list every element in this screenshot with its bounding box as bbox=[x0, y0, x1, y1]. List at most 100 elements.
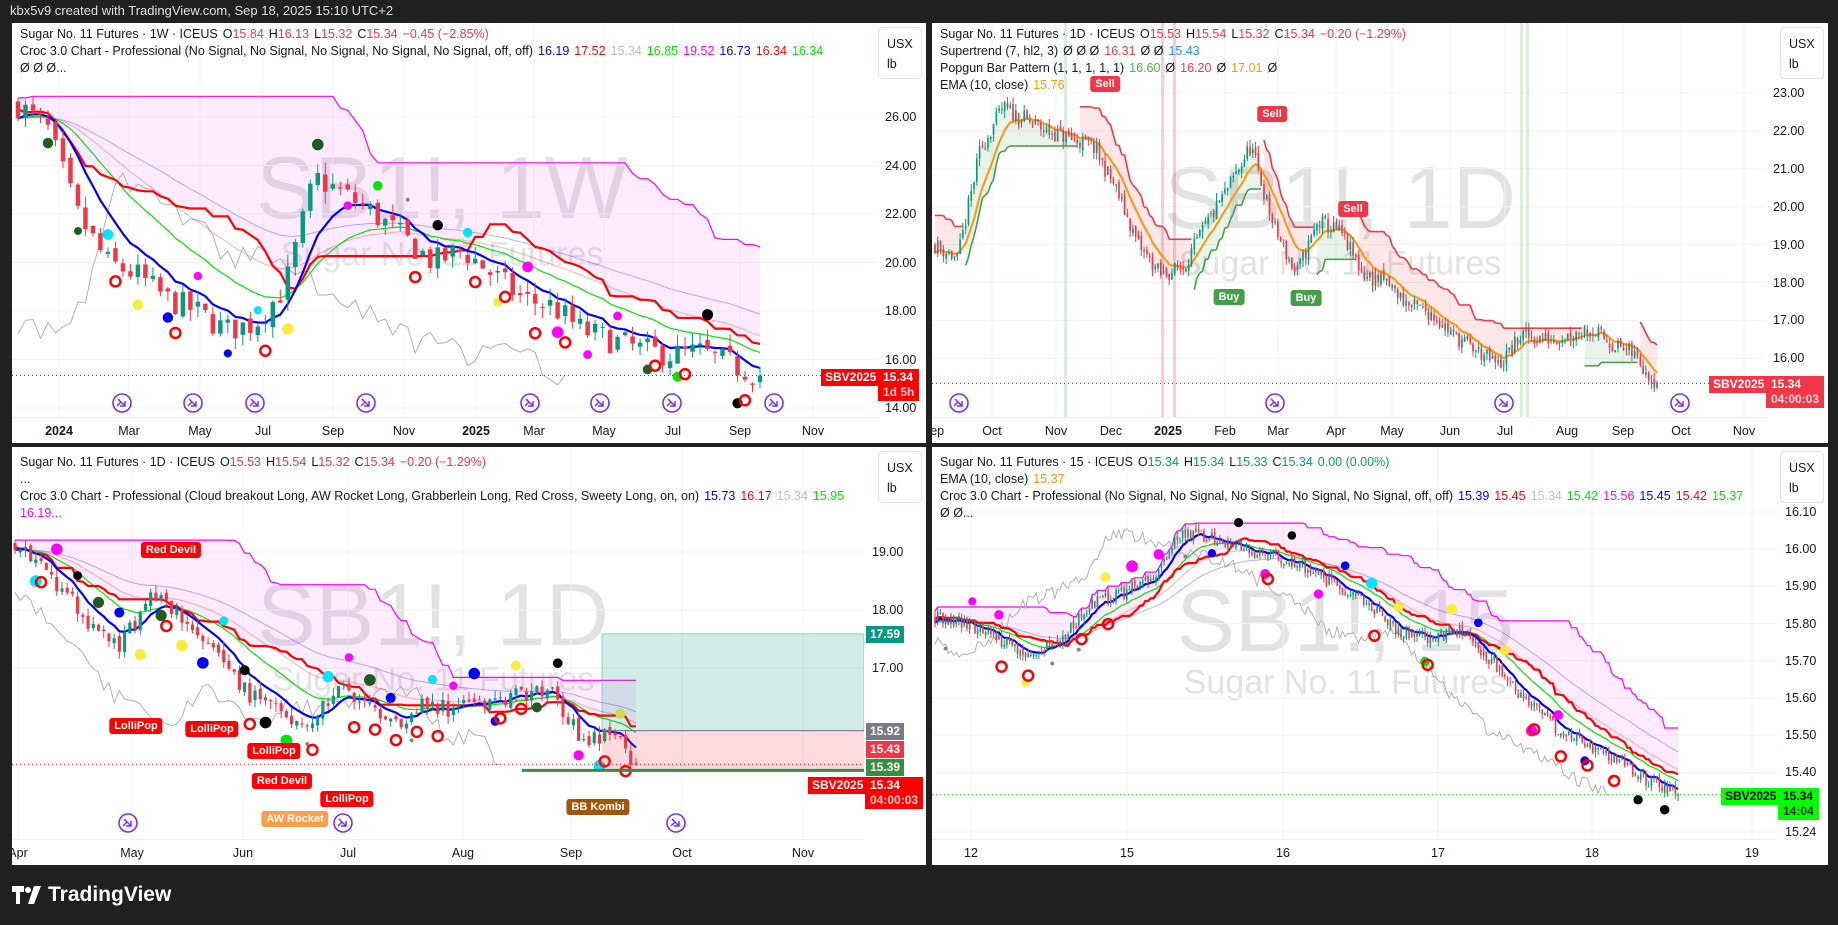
indicator-legend[interactable]: Croc 3.0 Chart - Professional (Cloud bre… bbox=[20, 488, 868, 522]
symbol-legend[interactable]: Sugar No. 11 Futures · 1W · ICEUS O15.84 H… bbox=[20, 26, 868, 43]
candle bbox=[1022, 644, 1024, 661]
candle bbox=[331, 687, 335, 709]
candle bbox=[1544, 712, 1546, 716]
candle bbox=[1296, 564, 1298, 572]
time-tick-label: Sep bbox=[559, 846, 583, 860]
signal-label[interactable]: BB Kombi bbox=[566, 799, 630, 815]
event-arrow-icon[interactable] bbox=[590, 393, 610, 413]
indicator-legend[interactable]: EMA (10, close) 15.37 bbox=[940, 471, 1770, 488]
candle bbox=[974, 619, 976, 634]
currency-unit-selector[interactable]: USX lb bbox=[1780, 27, 1824, 79]
event-arrow-icon[interactable] bbox=[1265, 393, 1285, 413]
time-tick-label: 16 bbox=[1276, 846, 1290, 860]
candle bbox=[577, 310, 583, 329]
signal-label[interactable]: Sell bbox=[1338, 201, 1368, 217]
candle bbox=[1073, 131, 1076, 143]
event-arrow-icon[interactable] bbox=[112, 393, 132, 413]
event-arrow-icon[interactable] bbox=[1494, 393, 1514, 413]
signal-label[interactable]: Buy bbox=[1213, 289, 1245, 305]
candle bbox=[1575, 330, 1577, 347]
legend-value: 15.42 bbox=[1675, 489, 1707, 503]
signal-label[interactable]: AW Rocket bbox=[261, 811, 329, 827]
event-arrow-icon[interactable] bbox=[764, 393, 784, 413]
signal-label[interactable]: LolliPop bbox=[320, 791, 374, 807]
currency-unit-selector[interactable]: USX lb bbox=[878, 27, 922, 79]
price-chart-canvas[interactable] bbox=[12, 23, 877, 417]
croc-cloud bbox=[15, 540, 636, 727]
indicator-legend[interactable]: ... bbox=[20, 471, 868, 488]
currency-unit-selector[interactable]: USX lb bbox=[1780, 451, 1824, 503]
event-arrow-icon[interactable] bbox=[1670, 393, 1690, 413]
signal-label[interactable]: LolliPop bbox=[185, 721, 239, 737]
event-arrow-icon[interactable] bbox=[245, 393, 265, 413]
legend-container: Sugar No. 11 Futures · 15 · ICEUS O15.34 H… bbox=[940, 454, 1770, 522]
chart-panel-daily-supertrend[interactable]: SB1!, 1D Sugar No. 11 Futures Sell Sell Sell… bbox=[932, 23, 1828, 443]
supertrend-fill bbox=[1456, 299, 1460, 342]
time-tick-label: Nov bbox=[1732, 424, 1756, 438]
candle bbox=[1072, 616, 1075, 634]
signal-ring bbox=[1554, 750, 1568, 763]
indicator-legend[interactable]: EMA (10, close) 15.76 bbox=[940, 77, 1770, 94]
indicator-legend[interactable]: Popgun Bar Pattern (1, 1, 1, 1, 1) 16.60 Ø… bbox=[940, 60, 1770, 77]
time-scale[interactable]: Sep Oct Nov Dec 2025 Feb Mar Apr May Jun Jul Aug Sep… bbox=[932, 417, 1765, 443]
indicator-legend[interactable]: Croc 3.0 Chart - Professional (No Signal… bbox=[20, 43, 868, 77]
candle bbox=[1410, 628, 1413, 638]
event-arrow-icon[interactable] bbox=[662, 393, 682, 413]
candle bbox=[936, 606, 939, 626]
event-arrow-icon[interactable] bbox=[333, 813, 353, 833]
signal-label[interactable]: Red Devil bbox=[140, 542, 202, 558]
currency-unit-selector[interactable]: USX lb bbox=[878, 451, 922, 503]
legend-value: 19.52 bbox=[683, 44, 715, 58]
candle bbox=[1677, 792, 1679, 802]
price-chart-canvas[interactable] bbox=[932, 447, 1777, 839]
indicator-legend[interactable]: Supertrend (7, hl2, 3) Ø Ø Ø 16.31 Ø Ø 15.43 bbox=[940, 43, 1770, 60]
price-scale[interactable]: 23.00 22.00 21.00 20.00 19.00 18.00 17.00 16.00 bbox=[1765, 23, 1828, 443]
time-tick-label: Nov bbox=[392, 424, 416, 438]
indicator-legend[interactable]: Croc 3.0 Chart - Professional (No Signal… bbox=[940, 488, 1770, 522]
signal-label[interactable]: Red Devil bbox=[251, 773, 313, 789]
legend-value: 17.52 bbox=[574, 44, 606, 58]
time-scale[interactable]: 12 15 16 17 18 19 bbox=[932, 839, 1777, 865]
signal-label[interactable]: Sell bbox=[1090, 76, 1120, 92]
event-arrow-icon[interactable] bbox=[356, 393, 376, 413]
position-stop-zone[interactable] bbox=[602, 730, 864, 770]
signal-label[interactable]: LolliPop bbox=[247, 743, 301, 759]
candle bbox=[1243, 154, 1246, 168]
candle bbox=[23, 540, 28, 558]
event-arrow-icon[interactable] bbox=[520, 393, 540, 413]
signal-label[interactable]: Buy bbox=[1290, 290, 1322, 306]
symbol-legend[interactable]: Sugar No. 11 Futures · 1D · ICEUS O15.53 H… bbox=[940, 26, 1770, 43]
supertrend-line bbox=[1226, 218, 1232, 228]
candle bbox=[1126, 208, 1129, 218]
candle bbox=[1017, 112, 1020, 129]
price-tick-label: 20.00 bbox=[1773, 199, 1805, 214]
candle bbox=[278, 289, 283, 304]
time-scale[interactable]: Apr May Jun Jul Aug Sep Oct Nov bbox=[12, 839, 864, 865]
candle bbox=[530, 683, 534, 709]
candle bbox=[1160, 562, 1163, 573]
event-arrow-icon[interactable] bbox=[118, 813, 138, 833]
chart-panel-15min[interactable]: SB1!, 15 Sugar No. 11 Futures Sugar No. 11… bbox=[932, 447, 1828, 865]
time-scale[interactable]: 2024 Mar May Jul Sep Nov 2025 Mar May Jul Sep Nov bbox=[12, 417, 877, 443]
symbol-legend[interactable]: Sugar No. 11 Futures · 15 · ICEUS O15.34 H… bbox=[940, 454, 1770, 471]
symbol-legend[interactable]: Sugar No. 11 Futures · 1D · ICEUS O15.53 H… bbox=[20, 454, 868, 471]
candle bbox=[934, 610, 936, 628]
signal-label[interactable]: LolliPop bbox=[109, 718, 163, 734]
candle bbox=[1500, 354, 1502, 369]
candle bbox=[1232, 172, 1235, 183]
position-target-zone[interactable] bbox=[601, 633, 864, 732]
candle bbox=[1513, 331, 1516, 355]
price-chart-canvas[interactable] bbox=[932, 23, 1765, 417]
event-arrow-icon[interactable] bbox=[183, 393, 203, 413]
tradingview-logo[interactable]: TradingView bbox=[12, 883, 171, 907]
supertrend-line bbox=[1215, 239, 1221, 250]
price-chart-canvas[interactable] bbox=[12, 447, 864, 839]
signal-label[interactable]: Sell bbox=[1257, 106, 1287, 122]
candle bbox=[347, 677, 351, 693]
event-arrow-icon[interactable] bbox=[666, 813, 686, 833]
event-arrow-icon[interactable] bbox=[949, 393, 969, 413]
candle bbox=[948, 248, 950, 256]
supertrend-fill bbox=[1040, 127, 1044, 147]
